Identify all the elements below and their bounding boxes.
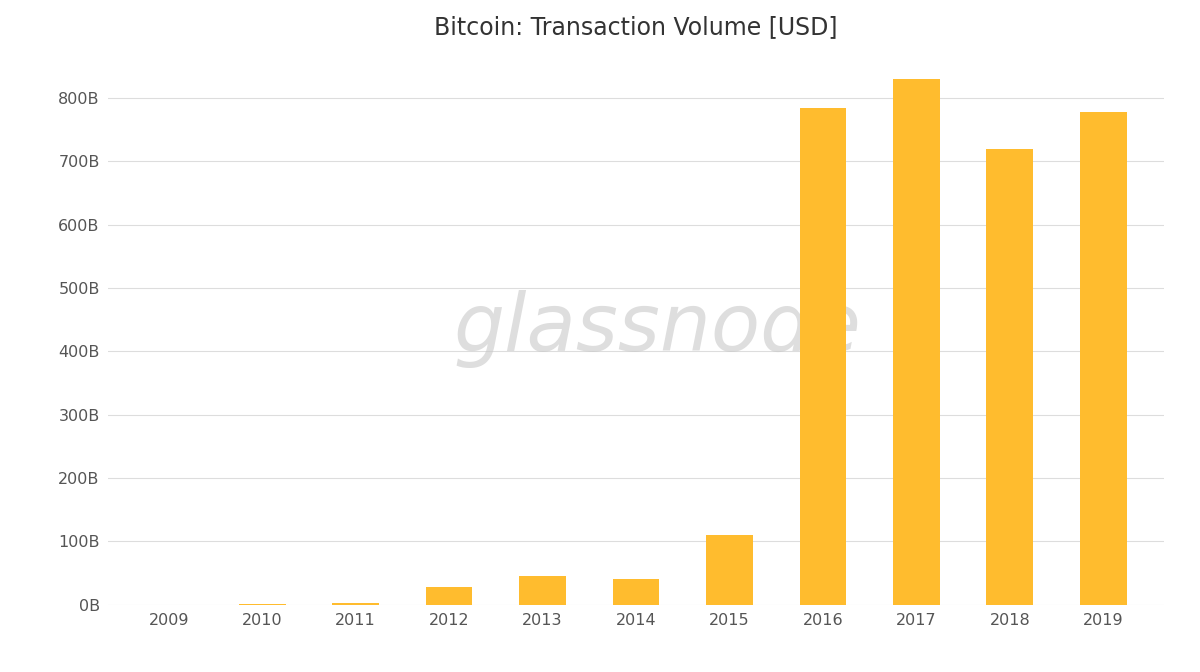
Bar xyxy=(893,79,940,605)
Text: glassnode: glassnode xyxy=(454,290,860,368)
Bar xyxy=(426,587,473,605)
Bar xyxy=(986,149,1033,605)
Bar xyxy=(1080,112,1127,605)
Bar xyxy=(520,576,566,605)
Bar xyxy=(613,579,659,605)
Bar xyxy=(239,604,286,605)
Bar xyxy=(799,108,846,605)
Title: Bitcoin: Transaction Volume [USD]: Bitcoin: Transaction Volume [USD] xyxy=(434,15,838,40)
Bar xyxy=(706,535,752,605)
Bar xyxy=(332,603,379,605)
